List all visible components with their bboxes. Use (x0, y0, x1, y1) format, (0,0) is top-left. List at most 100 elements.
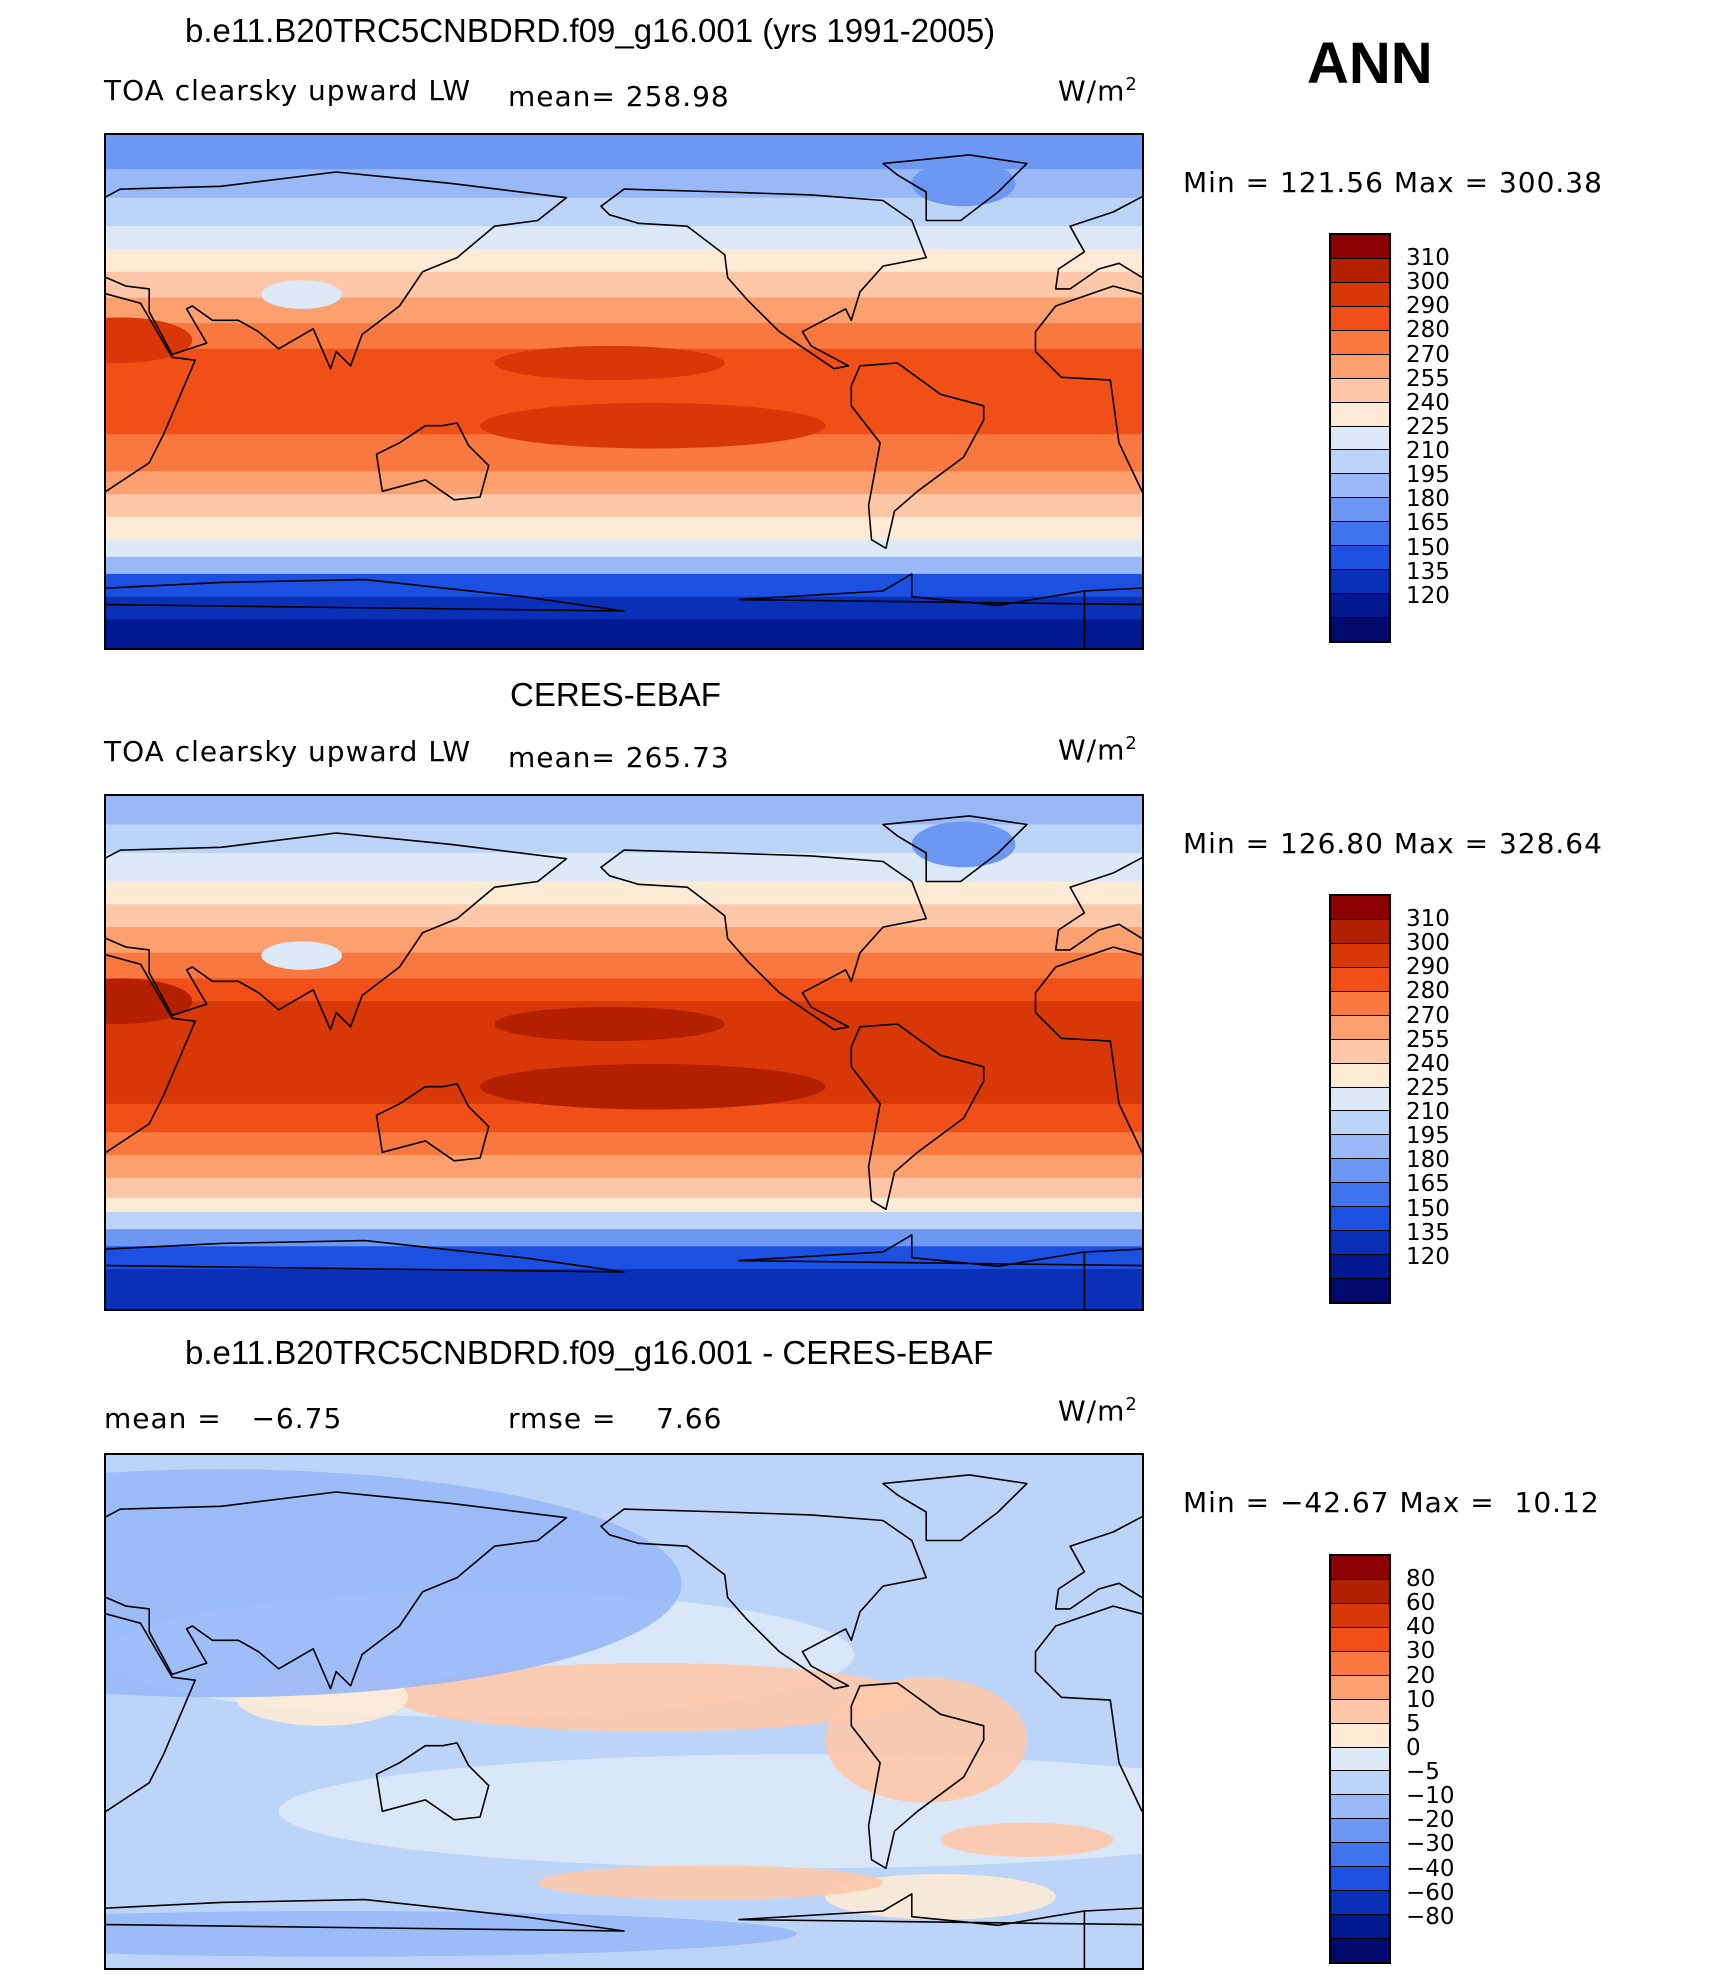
colorbar-tick-label: 225 (1406, 413, 1450, 440)
colorbar-tick-label: 180 (1406, 486, 1450, 513)
colorbar-swatch (1331, 498, 1389, 523)
map-field-patch (825, 1677, 1027, 1803)
map-obs (104, 794, 1144, 1311)
colorbar-swatch (1331, 354, 1389, 379)
map-field-band (106, 978, 1142, 1002)
colorbar-swatch (1331, 378, 1389, 403)
colorbar-tick-label: 195 (1406, 1123, 1450, 1150)
coastline (738, 1893, 1142, 1968)
colorbar-swatch (1331, 1039, 1389, 1064)
colorbar-swatch (1331, 991, 1389, 1016)
colorbar-tick-label: 300 (1406, 930, 1450, 957)
coastline (106, 1491, 568, 1690)
map-field-band (106, 881, 1142, 905)
colorbar-swatch (1331, 967, 1389, 992)
map-field-patch (393, 1663, 912, 1732)
colorbar-swatch (1331, 1939, 1389, 1962)
panel-minmax-diff: Min = −42.67 Max = 10.12 (1183, 1486, 1600, 1519)
coastline (106, 832, 568, 1031)
colorbar-tick-label: 10 (1406, 1686, 1436, 1713)
colorbar-swatch (1331, 1771, 1389, 1796)
map-field-band (106, 573, 1142, 598)
colorbar-swatch (1331, 1867, 1389, 1892)
colorbar-tick-label: −40 (1406, 1855, 1455, 1882)
coastline (600, 849, 928, 1031)
coastline (106, 293, 196, 493)
colorbar-tick-label: 240 (1406, 389, 1450, 416)
coastline (106, 954, 196, 1154)
map-field-patch (261, 280, 342, 309)
panel-mean-label-obs: mean= 265.73 (508, 741, 730, 774)
colorbar-swatch (1331, 522, 1389, 547)
colorbar-swatch (1331, 1231, 1389, 1256)
colorbar-swatch (1331, 943, 1389, 968)
colorbar-tick-label: 165 (1406, 510, 1450, 537)
colorbar-swatch (1331, 1651, 1389, 1676)
panel-minmax-obs: Min = 126.80 Max = 328.64 (1183, 827, 1603, 860)
map-field-patch (480, 1063, 826, 1110)
colorbar-swatch (1331, 896, 1389, 920)
colorbar-swatch (1331, 235, 1389, 259)
map-field-band (106, 1155, 1142, 1179)
map-field-band (106, 494, 1142, 518)
colorbar-tick-label: 150 (1406, 1195, 1450, 1222)
colorbar-tick-label: 120 (1406, 582, 1450, 609)
coastline (882, 154, 1028, 222)
panel-variable-label-model: TOA clearsky upward LW (104, 74, 472, 107)
colorbar-swatch (1331, 282, 1389, 307)
colorbar-tick-label: 270 (1406, 341, 1450, 368)
colorbar-tick-label: 280 (1406, 978, 1450, 1005)
colorbar-tick-label: −60 (1406, 1879, 1455, 1906)
colorbar-swatch (1331, 1627, 1389, 1652)
colorbar-tick-label: 290 (1406, 954, 1450, 981)
map-field-patch (480, 402, 826, 449)
colorbar-tick-label: 0 (1406, 1734, 1421, 1761)
colorbar-tick-label: −5 (1406, 1759, 1440, 1786)
colorbar-tick-label: 300 (1406, 269, 1450, 296)
colorbar-swatch (1331, 1915, 1389, 1939)
map-field-band (106, 556, 1142, 575)
colorbar-tick-label: 5 (1406, 1710, 1421, 1737)
colorbar-tick-label: 310 (1406, 245, 1450, 272)
map-field-patch (911, 821, 1016, 868)
colorbar-swatch (1331, 1183, 1389, 1208)
colorbar-swatch (1331, 1819, 1389, 1844)
colorbar-swatch (1331, 1135, 1389, 1160)
colorbar-swatch (1331, 1795, 1389, 1820)
panel-units-obs: W/m2 (1058, 733, 1138, 767)
coastline (738, 1234, 1142, 1309)
colorbar-tick-label: 30 (1406, 1638, 1436, 1665)
colorbar-swatch (1331, 1723, 1389, 1748)
colorbar-swatch (1331, 1111, 1389, 1136)
map-field-patch (825, 1873, 1056, 1920)
panel-units-diff: W/m2 (1058, 1394, 1138, 1428)
panel-title-model: b.e11.B20TRC5CNBDRD.f09_g16.001 (yrs 199… (185, 12, 996, 49)
map-field-band (106, 1212, 1142, 1230)
colorbar-swatch (1331, 1556, 1389, 1580)
colorbar-tick-label: 210 (1406, 438, 1450, 465)
map-field-patch (940, 1822, 1114, 1857)
map-field-band (106, 1269, 1142, 1309)
map-field-band (106, 619, 1142, 648)
colorbar-tick-label: 310 (1406, 906, 1450, 933)
colorbar-swatch (1331, 306, 1389, 331)
colorbar-swatch (1331, 258, 1389, 283)
coastline (106, 578, 625, 612)
coastline (375, 1742, 490, 1821)
colorbar-tick-label: 270 (1406, 1002, 1450, 1029)
coastline (1034, 1605, 1142, 1813)
colorbar-swatch (1331, 570, 1389, 595)
map-field-band (106, 1197, 1142, 1213)
coastline (850, 1023, 985, 1211)
map-field-band (106, 927, 1142, 954)
colorbar-tick-label: 255 (1406, 365, 1450, 392)
colorbar-swatch (1331, 1603, 1389, 1628)
map-field-band (106, 297, 1142, 324)
colorbar-swatch (1331, 1207, 1389, 1232)
colorbar-swatch (1331, 1579, 1389, 1604)
colorbar-swatch (1331, 426, 1389, 451)
colorbar-tick-label: 135 (1406, 558, 1450, 585)
map-field-band (106, 249, 1142, 273)
colorbar-model (1329, 233, 1391, 643)
colorbar-swatch (1331, 1159, 1389, 1184)
